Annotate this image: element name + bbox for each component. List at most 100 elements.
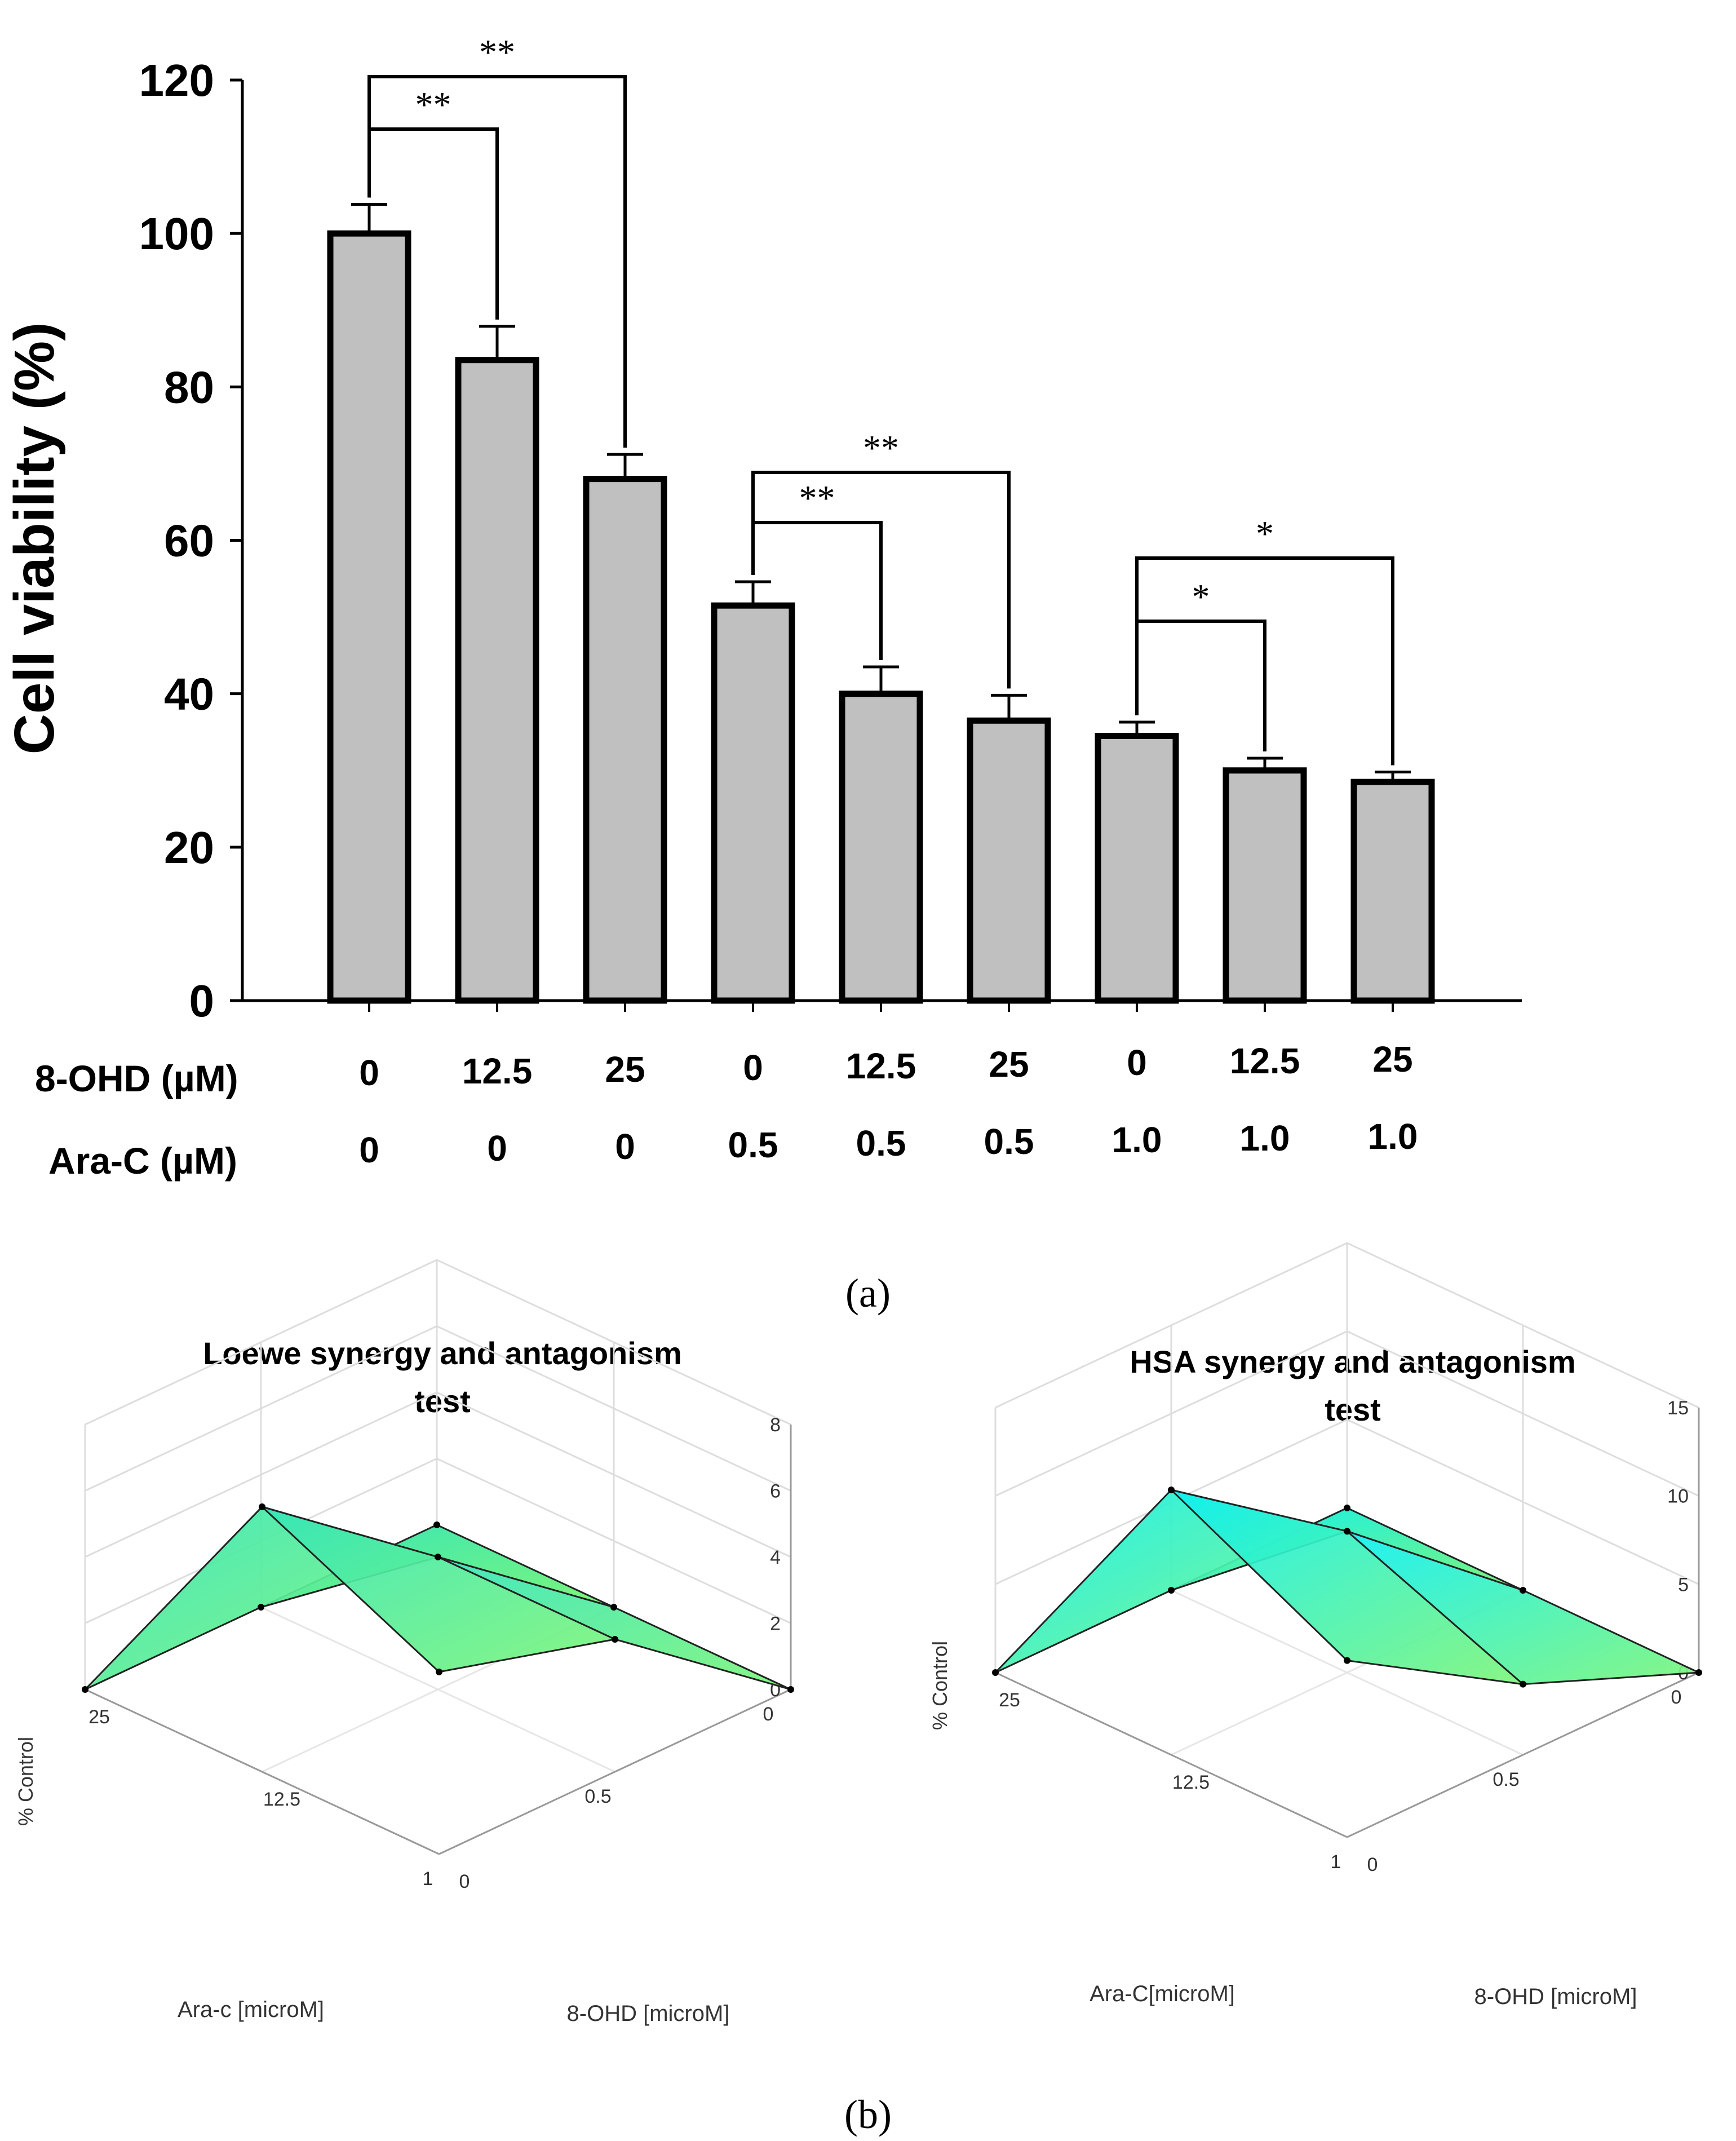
surface-point [612, 1636, 618, 1643]
ohd-dose-label: 25 [989, 1044, 1029, 1085]
loewe-title-line2: test [414, 1383, 471, 1419]
x-category-labels: 0 12.5 25 0 12.5 25 0 12.5 25 0 0 0 0.5 0.5 0.5 1.0 1.0 1… [359, 1039, 1418, 1170]
axis-line [995, 1671, 1348, 1838]
z-tick-label: 8 [770, 1414, 781, 1436]
surface-point [1168, 1487, 1175, 1493]
loewe-surface-plot: Loewe synergy and antagonism test % Cont… [14, 1259, 794, 2026]
grid-line [85, 1325, 791, 1492]
arac-dose-label: 1.0 [1112, 1120, 1162, 1160]
axis-line [439, 1688, 791, 1855]
axis-line [1347, 1671, 1699, 1838]
z-tick-label: 4 [770, 1547, 781, 1568]
y-tick-label: 25 [88, 1706, 110, 1728]
surface-point [610, 1604, 617, 1611]
bar [327, 230, 411, 1004]
surface-point [433, 1521, 440, 1528]
y-tick-label: 12.5 [1172, 1772, 1210, 1793]
significance-bracket [367, 75, 627, 448]
surface-point [436, 1668, 442, 1675]
arac-dose-label: 0.5 [984, 1121, 1034, 1162]
surface-point [258, 1604, 264, 1611]
surf2-surface [992, 1487, 1702, 1688]
grid-line [85, 1259, 791, 1426]
x-tick-label: 1 [423, 1868, 433, 1890]
ohd-dose-label: 12.5 [462, 1051, 533, 1091]
ohd-dose-label: 25 [605, 1049, 645, 1090]
surf1-surface [82, 1503, 794, 1693]
z-tick-label: 2 [770, 1613, 781, 1635]
significance-marker: ** [799, 478, 835, 518]
hsa-title-line1: HSA synergy and antagonism [1130, 1344, 1575, 1379]
row-label-8-ohd: 8-OHD (µM) [35, 1058, 238, 1099]
arac-dose-label: 0.5 [728, 1125, 778, 1165]
z-tick-label: 6 [770, 1481, 781, 1502]
arac-dose-label: 1.0 [1368, 1116, 1418, 1157]
x-tick-label: 0 [1671, 1687, 1682, 1708]
bar [1223, 767, 1307, 1004]
hsa-y-label: 8-OHD [microM] [1474, 1984, 1637, 2009]
y-tick-label: 40 [164, 669, 214, 719]
significance-marker: ** [479, 32, 515, 72]
ohd-dose-label: 0 [359, 1052, 379, 1093]
loewe-z-label: % Control [14, 1737, 37, 1826]
surface-point [1520, 1587, 1526, 1594]
surface-point [1695, 1669, 1702, 1676]
surface-point [1344, 1505, 1350, 1511]
grid-line [995, 1242, 1699, 1409]
y-tick-label: 80 [164, 362, 214, 412]
y-axis-label: Cell viability (%) [3, 322, 66, 755]
y-tick-label: 0 [189, 976, 215, 1026]
surface-point [1520, 1680, 1526, 1688]
x-tick-label: 0.5 [584, 1786, 611, 1807]
bar [455, 357, 539, 1004]
x-tick-label: 0.5 [1493, 1769, 1519, 1790]
y-tick-label: 60 [164, 516, 214, 566]
bar [1350, 778, 1435, 1004]
ohd-dose-label: 25 [1372, 1039, 1412, 1080]
significance-bracket [751, 471, 1011, 689]
significance-marker: * [1256, 514, 1274, 554]
z-tick-label: 15 [1667, 1397, 1689, 1419]
hsa-x-label: Ara-C[microM] [1090, 1981, 1235, 2006]
y-tick-label: 120 [139, 55, 214, 105]
y-tick-label: 25 [999, 1689, 1020, 1711]
y-axis: 0 20 40 60 80 100 120 [139, 55, 1522, 1026]
surface-point [1344, 1528, 1350, 1535]
row-label-ara-c: Ara-C (µM) [48, 1140, 237, 1182]
significance-marker: * [1192, 577, 1210, 617]
surface-point [787, 1686, 794, 1693]
y-tick-label: 20 [164, 822, 214, 873]
grid-line [995, 1418, 1699, 1585]
axis-line [85, 1688, 440, 1855]
surface-point [1344, 1657, 1350, 1664]
hsa-z-label: % Control [928, 1641, 951, 1730]
significance-brackets: ********** [367, 32, 1394, 766]
ohd-dose-label: 12.5 [846, 1046, 916, 1086]
ohd-dose-label: 12.5 [1230, 1041, 1300, 1081]
loewe-title-line1: Loewe synergy and antagonism [203, 1335, 682, 1371]
caption-a: (a) [845, 1271, 891, 1316]
loewe-y-label: 8-OHD [microM] [567, 2001, 730, 2026]
z-tick-label: 5 [1678, 1574, 1689, 1595]
arac-dose-label: 1.0 [1240, 1118, 1290, 1158]
bar [711, 602, 795, 1004]
significance-marker: ** [863, 428, 899, 468]
significance-marker: ** [415, 85, 451, 125]
bar-series [327, 202, 1435, 1012]
caption-b: (b) [844, 2092, 892, 2137]
bar [967, 717, 1051, 1004]
surface-point [992, 1669, 999, 1676]
x-tick-label: 1 [1331, 1851, 1341, 1873]
arac-dose-label: 0 [615, 1126, 635, 1167]
arac-dose-label: 0 [487, 1128, 507, 1169]
loewe-x-label: Ara-c [microM] [178, 1997, 324, 2022]
hsa-surface-plot: HSA synergy and antagonism test % Contro… [928, 1242, 1702, 2009]
bar [583, 476, 667, 1004]
grid-line [85, 1391, 791, 1558]
x-tick-label: 0 [763, 1704, 774, 1725]
grid-line [995, 1330, 1699, 1497]
surface-point [259, 1503, 265, 1510]
significance-bracket [1135, 556, 1394, 766]
